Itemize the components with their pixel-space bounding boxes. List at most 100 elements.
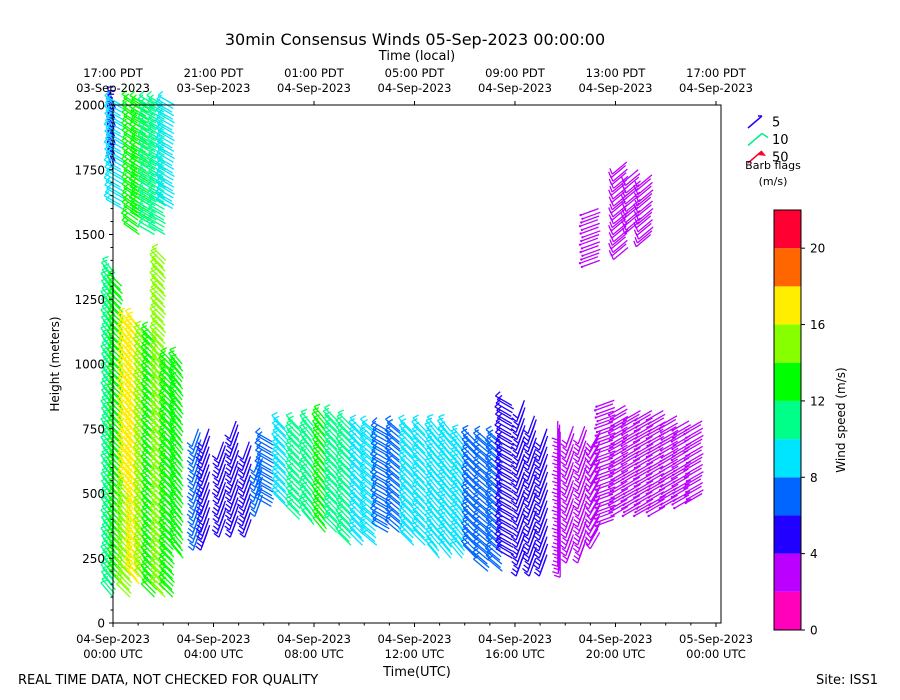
- barb-feather: [131, 130, 137, 137]
- barb-shaft: [107, 454, 123, 469]
- barb-feather: [131, 167, 137, 173]
- barb-feather: [236, 521, 243, 527]
- barb-feather: [249, 475, 256, 481]
- barb-feather: [104, 169, 111, 175]
- barb-shaft: [109, 450, 124, 465]
- barb-feather: [130, 134, 136, 140]
- barb-shaft: [124, 310, 139, 326]
- barb-feather: [239, 495, 246, 501]
- barb-shaft: [202, 471, 211, 490]
- barb-feather: [128, 174, 135, 180]
- barb-shaft: [117, 543, 132, 559]
- barb-feather: [226, 438, 232, 443]
- barb-shaft: [100, 327, 114, 343]
- barb-shaft: [242, 441, 250, 460]
- barb-feather: [104, 108, 110, 114]
- barb-feather: [128, 138, 135, 144]
- barb-shaft: [107, 392, 122, 407]
- barb-shaft: [118, 419, 132, 436]
- wind-barb: [106, 147, 124, 163]
- wind-barb: [137, 220, 155, 236]
- barb-shaft: [118, 438, 132, 454]
- barb-shaft: [130, 109, 148, 121]
- barb-feather: [128, 101, 135, 107]
- barb-feather: [214, 503, 220, 509]
- wind-barb: [103, 119, 121, 135]
- barb-feather: [105, 105, 112, 111]
- barb-feather: [239, 532, 246, 538]
- barb-shaft: [106, 475, 122, 491]
- barb-feather: [138, 137, 144, 143]
- barb-shaft: [131, 116, 149, 128]
- barb-shaft: [109, 395, 124, 411]
- barb-feather: [135, 320, 142, 325]
- barb-feather: [138, 209, 144, 215]
- wind-barb: [106, 183, 124, 199]
- barb-feather: [226, 518, 233, 524]
- barb-shaft: [134, 333, 148, 350]
- barb-shaft: [103, 105, 121, 117]
- barb-feather: [239, 458, 246, 464]
- barb-shaft: [120, 104, 138, 117]
- barb-feather: [371, 417, 378, 423]
- wind-barb: [106, 94, 124, 110]
- barb-shaft: [108, 461, 123, 476]
- wind-barb: [139, 151, 157, 167]
- barb-shaft: [107, 345, 123, 360]
- barb-feather: [140, 195, 146, 201]
- barb-shaft: [100, 363, 114, 380]
- barb-feather: [137, 202, 144, 208]
- barb-shaft: [243, 511, 252, 531]
- barb-feather: [129, 200, 136, 206]
- barb-feather: [130, 196, 137, 202]
- barb-shaft: [121, 165, 138, 178]
- wind-barb: [138, 216, 157, 232]
- barb-shaft: [126, 477, 140, 494]
- barb-feather: [452, 424, 459, 428]
- barb-shaft: [106, 348, 122, 364]
- barb-shaft: [106, 169, 124, 181]
- barb-shaft: [128, 124, 147, 135]
- barb-feather: [137, 220, 144, 226]
- barb-shaft: [139, 174, 157, 185]
- barb-shaft: [105, 137, 123, 149]
- barb-feather: [104, 97, 111, 104]
- barb-feather: [130, 170, 136, 177]
- barb-feather: [138, 119, 144, 125]
- barb-shaft: [120, 140, 138, 153]
- barb-shaft: [273, 492, 288, 507]
- barb-shaft: [116, 536, 132, 552]
- barb-shaft: [107, 519, 122, 534]
- barb-shaft: [100, 509, 114, 525]
- barb-shaft: [122, 215, 140, 228]
- barb-shaft: [108, 388, 123, 403]
- barb-feather: [226, 492, 232, 498]
- barb-shaft: [126, 532, 140, 549]
- barb-shaft: [107, 363, 123, 378]
- barb-feather: [104, 162, 110, 168]
- barb-feather: [138, 155, 144, 161]
- barb-feather: [225, 448, 232, 454]
- wind-barb: [139, 169, 157, 185]
- barb-shaft: [109, 414, 124, 429]
- barb-shaft: [106, 98, 124, 110]
- barb-shaft: [119, 372, 133, 388]
- barb-feather: [398, 414, 405, 419]
- barb-feather: [213, 458, 220, 464]
- barb-shaft: [107, 428, 122, 443]
- barb-shaft: [201, 464, 210, 483]
- barb-layer: [100, 86, 704, 598]
- barb-shaft: [131, 98, 149, 110]
- barb-shaft: [151, 583, 166, 598]
- wind-barb: [131, 94, 149, 110]
- barb-feather: [238, 481, 244, 486]
- barb-shaft: [126, 397, 140, 414]
- wind-barb: [139, 205, 157, 221]
- barb-feather: [238, 525, 245, 531]
- wind-barb: [103, 155, 121, 170]
- wind-barb: [124, 307, 139, 326]
- barb-feather: [462, 424, 469, 429]
- barb-feather: [137, 166, 144, 172]
- barb-shaft: [116, 483, 132, 498]
- barb-feather: [238, 469, 245, 475]
